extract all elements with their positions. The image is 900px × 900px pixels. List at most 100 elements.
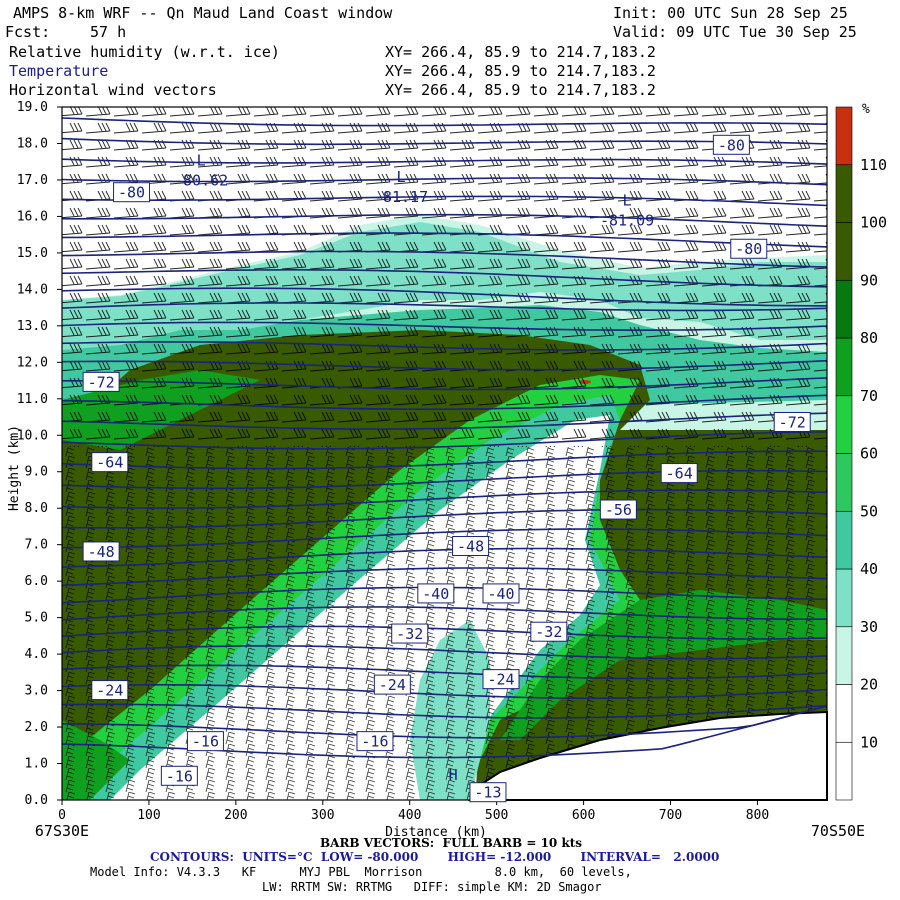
temperature-contour-line: [62, 508, 827, 529]
temperature-contour-line: [62, 195, 827, 207]
barb-note: BARB VECTORS: FULL BARB = 10 kts: [320, 836, 583, 850]
y-tick-label: 11.0: [17, 392, 48, 407]
colorbar-swatch: [835, 741, 853, 801]
colorbar-swatch: [835, 395, 853, 454]
y-tick-label: 4.0: [25, 647, 48, 662]
temperature-label: -80: [730, 238, 768, 259]
svg-text:L: L: [623, 191, 632, 209]
y-tick-label: 3.0: [25, 684, 48, 699]
temperature-contour-line: [62, 269, 827, 288]
x-tick-label: 400: [398, 808, 421, 823]
svg-text:-80: -80: [735, 240, 762, 258]
colorbar-level: 20: [860, 676, 878, 694]
init-time: Init: 00 UTC Sun 28 Sep 25: [613, 4, 848, 22]
y-tick-label: 1.0: [25, 757, 48, 772]
temperature-label: -16: [186, 731, 224, 752]
y-axis: 0.0 1.0 2.0 3.0 4.0 5.0 6.0 7.0 8.0 9.0 10.0 11.0 12…: [17, 100, 62, 808]
extremum-label: L -80.62: [174, 151, 228, 189]
colorbar-level: 100: [860, 214, 887, 232]
svg-text:-80: -80: [718, 136, 745, 154]
svg-text:-13: -13: [474, 784, 501, 802]
colorbar-swatch: [835, 106, 853, 166]
temperature-contour-line: [62, 703, 827, 719]
field-name-temperature: Temperature: [9, 62, 109, 80]
y-tick-label: 18.0: [17, 136, 48, 151]
temperature-label: -80: [113, 182, 151, 203]
svg-text:L: L: [197, 151, 206, 169]
chart-title: AMPS 8-km WRF -- Qn Maud Land Coast wind…: [13, 4, 393, 22]
temperature-contour-line: [62, 625, 827, 640]
svg-text:-16: -16: [166, 767, 193, 785]
svg-text:L: L: [397, 168, 406, 186]
colorbar-level: 110: [860, 156, 887, 174]
colorbar-swatch: [835, 510, 853, 570]
temperature-contour-line: [62, 250, 827, 268]
temperature-contour-line: [62, 394, 827, 410]
y-tick-label: 2.0: [25, 720, 48, 735]
model-info-line-1: Model Info: V4.3.3 KF MYJ PBL Morrison 8…: [90, 865, 632, 879]
plot-border: [61, 106, 828, 801]
y-tick-label: 19.0: [17, 100, 48, 115]
svg-text:-32: -32: [396, 625, 423, 643]
temperature-label: -48: [82, 541, 120, 562]
y-axis-title: Height (km): [7, 425, 22, 511]
colorbar-swatch: [835, 568, 853, 628]
y-tick-label: 7.0: [25, 538, 48, 553]
temperature-label: -13: [469, 782, 507, 803]
temperature-contour-line: [62, 431, 827, 450]
temperature-contour-line: [62, 606, 827, 621]
extremum-label: H: [449, 766, 458, 784]
forecast-value: 57 h: [90, 23, 127, 41]
extrema-labels: L -80.62 L -81.17 L -81.09 H: [174, 151, 654, 784]
temperature-contour-line: [62, 567, 827, 587]
temperature-label: -64: [660, 463, 698, 484]
colorbar-swatch: [835, 453, 853, 512]
x-axis-title: Distance (km): [385, 825, 487, 840]
model-info-line-2: LW: RRTM SW: RRTMG DIFF: simple KM: 2D S…: [262, 880, 602, 894]
x-tick-label: 100: [137, 808, 160, 823]
svg-text:-80.62: -80.62: [174, 171, 228, 189]
y-tick-label: 17.0: [17, 173, 48, 188]
colorbar-swatch: [835, 222, 853, 281]
svg-text:-32: -32: [535, 623, 562, 641]
temperature-contours: [62, 117, 827, 759]
temperature-contour-line: [62, 232, 827, 248]
colorbar-level: 10: [860, 733, 878, 751]
colorbar-swatch: [835, 626, 853, 685]
svg-text:-72: -72: [779, 413, 806, 431]
temperature-contour-line: [62, 705, 827, 739]
svg-text:-48: -48: [457, 538, 484, 556]
temperature-label: -40: [482, 583, 520, 604]
x-axis: 0 100 200 300 400 500 600 700 800: [58, 800, 769, 823]
svg-text:-24: -24: [487, 671, 514, 689]
temperature-label: -56: [599, 499, 637, 520]
temperature-contour-line: [62, 450, 827, 470]
x-tick-label: 600: [572, 808, 595, 823]
temperature-contour-line: [62, 412, 827, 430]
x-tick-label: 700: [659, 808, 682, 823]
temperature-contour-line: [62, 377, 827, 391]
temperature-label: -72: [82, 371, 120, 392]
svg-text:-24: -24: [379, 676, 406, 694]
temperature-label: -48: [452, 536, 490, 557]
y-tick-label: 9.0: [25, 465, 48, 480]
field-xy-wind: XY= 266.4, 85.9 to 214.7,183.2: [385, 81, 656, 99]
svg-text:-64: -64: [666, 465, 693, 483]
field-xy-temperature: XY= 266.4, 85.9 to 214.7,183.2: [385, 62, 656, 80]
svg-text:-64: -64: [96, 454, 123, 472]
y-tick-label: 12.0: [17, 355, 48, 370]
x-tick-label: 200: [224, 808, 247, 823]
temperature-contour-line: [62, 489, 827, 509]
colorbar-swatch: [835, 279, 853, 339]
temperature-label: -24: [373, 674, 411, 695]
temperature-contour-line: [62, 528, 827, 549]
extremum-label: L -81.09: [600, 191, 654, 229]
temperature-label: -24: [482, 669, 520, 690]
y-tick-label: 0.0: [25, 793, 48, 808]
temperature-contour-line: [62, 321, 827, 331]
left-endpoint: 67S30E: [35, 822, 89, 840]
y-tick-label: 13.0: [17, 319, 48, 334]
temperature-contour-line: [62, 645, 827, 660]
temperature-label: -64: [91, 452, 129, 473]
svg-text:-48: -48: [88, 543, 115, 561]
